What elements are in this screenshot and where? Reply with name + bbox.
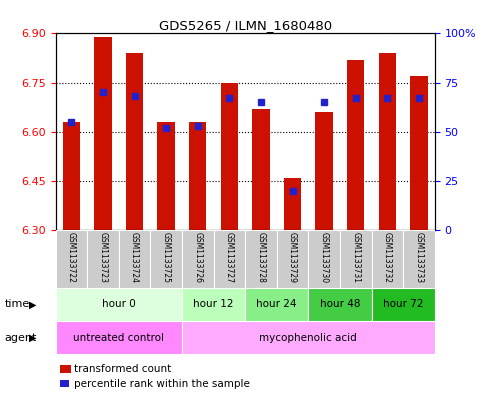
Bar — [245, 288, 308, 321]
Title: GDS5265 / ILMN_1680480: GDS5265 / ILMN_1680480 — [158, 19, 332, 32]
Bar — [340, 230, 371, 288]
Bar — [182, 288, 245, 321]
Text: hour 12: hour 12 — [193, 299, 234, 309]
Text: hour 0: hour 0 — [102, 299, 136, 309]
Bar — [87, 230, 119, 288]
Bar — [56, 288, 182, 321]
Text: GSM1133730: GSM1133730 — [320, 231, 328, 283]
Bar — [94, 37, 112, 230]
Bar — [182, 321, 435, 354]
Text: hour 72: hour 72 — [383, 299, 424, 309]
Text: GSM1133724: GSM1133724 — [130, 231, 139, 283]
Bar — [56, 230, 87, 288]
Text: percentile rank within the sample: percentile rank within the sample — [74, 379, 250, 389]
Bar — [315, 112, 333, 230]
Bar — [347, 60, 364, 230]
Text: GSM1133729: GSM1133729 — [288, 231, 297, 283]
Text: GSM1133731: GSM1133731 — [351, 231, 360, 283]
Text: GSM1133732: GSM1133732 — [383, 231, 392, 283]
Bar — [403, 230, 435, 288]
Text: GSM1133725: GSM1133725 — [162, 231, 170, 283]
Bar — [56, 321, 182, 354]
Bar — [189, 122, 206, 230]
Text: hour 24: hour 24 — [256, 299, 297, 309]
Text: ▶: ▶ — [29, 299, 37, 309]
Bar — [308, 288, 371, 321]
Bar — [277, 230, 308, 288]
Bar — [284, 178, 301, 230]
Bar — [252, 109, 270, 230]
Text: GSM1133728: GSM1133728 — [256, 231, 266, 283]
Bar — [371, 230, 403, 288]
Bar — [371, 288, 435, 321]
Bar — [410, 76, 427, 230]
Bar — [150, 230, 182, 288]
Text: agent: agent — [5, 333, 37, 343]
Text: time: time — [5, 299, 30, 309]
Text: GSM1133733: GSM1133733 — [414, 231, 424, 283]
Text: hour 48: hour 48 — [320, 299, 360, 309]
Bar — [182, 230, 213, 288]
Text: GSM1133726: GSM1133726 — [193, 231, 202, 283]
Bar — [126, 53, 143, 230]
Text: ▶: ▶ — [29, 333, 37, 343]
Bar — [245, 230, 277, 288]
Text: GSM1133727: GSM1133727 — [225, 231, 234, 283]
Text: GSM1133723: GSM1133723 — [99, 231, 107, 283]
Text: untreated control: untreated control — [73, 333, 164, 343]
Bar — [63, 122, 80, 230]
Bar — [308, 230, 340, 288]
Text: GSM1133722: GSM1133722 — [67, 231, 76, 283]
Bar — [157, 122, 175, 230]
Bar — [221, 83, 238, 230]
Bar — [213, 230, 245, 288]
Text: transformed count: transformed count — [74, 364, 171, 374]
Text: mycophenolic acid: mycophenolic acid — [259, 333, 357, 343]
Bar — [119, 230, 150, 288]
Bar — [379, 53, 396, 230]
